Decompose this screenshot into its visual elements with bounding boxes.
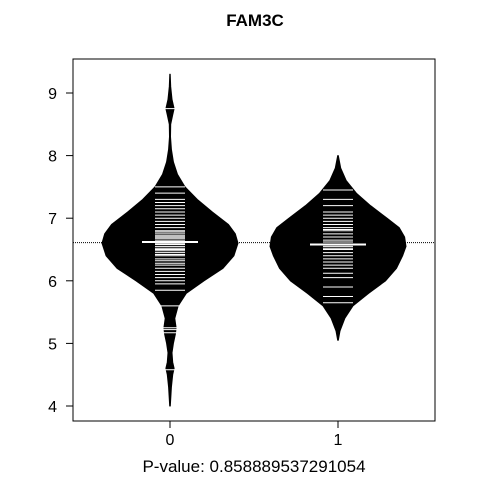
y-axis: 4 5 6 7 8 9 <box>48 86 73 416</box>
y-tick-label: 5 <box>48 336 57 353</box>
y-tick-label: 6 <box>48 274 57 291</box>
x-tick-label-0: 0 <box>166 432 175 449</box>
chart-title: FAM3C <box>226 11 284 30</box>
y-tick-label: 7 <box>48 211 57 228</box>
y-tick-label: 4 <box>48 399 57 416</box>
bean-group-1 <box>270 156 406 341</box>
bean-group-0 <box>102 74 238 406</box>
y-tick-label: 8 <box>48 149 57 166</box>
x-axis-label: P-value: 0.858889537291054 <box>142 457 365 476</box>
x-axis: 0 1 <box>166 421 343 449</box>
x-tick-label-1: 1 <box>334 432 343 449</box>
beans <box>73 74 435 406</box>
y-tick-label: 9 <box>48 86 57 103</box>
